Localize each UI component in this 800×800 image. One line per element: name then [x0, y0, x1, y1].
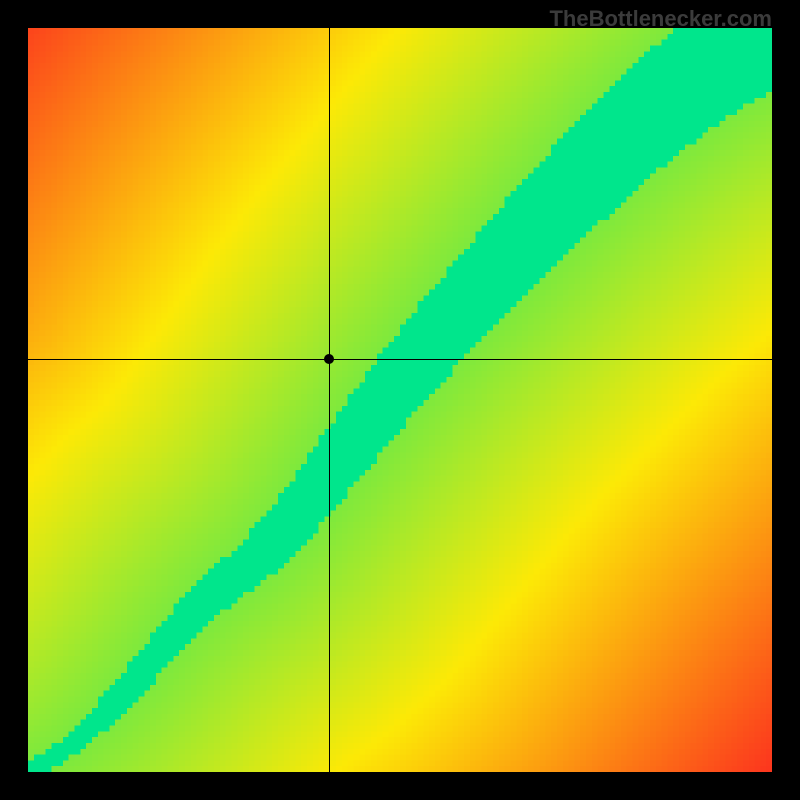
heatmap-canvas	[28, 28, 772, 772]
crosshair-marker	[324, 354, 334, 364]
crosshair-vertical	[329, 28, 330, 772]
crosshair-horizontal	[28, 359, 772, 360]
heatmap-plot	[28, 28, 772, 772]
watermark: TheBottlenecker.com	[549, 6, 772, 32]
